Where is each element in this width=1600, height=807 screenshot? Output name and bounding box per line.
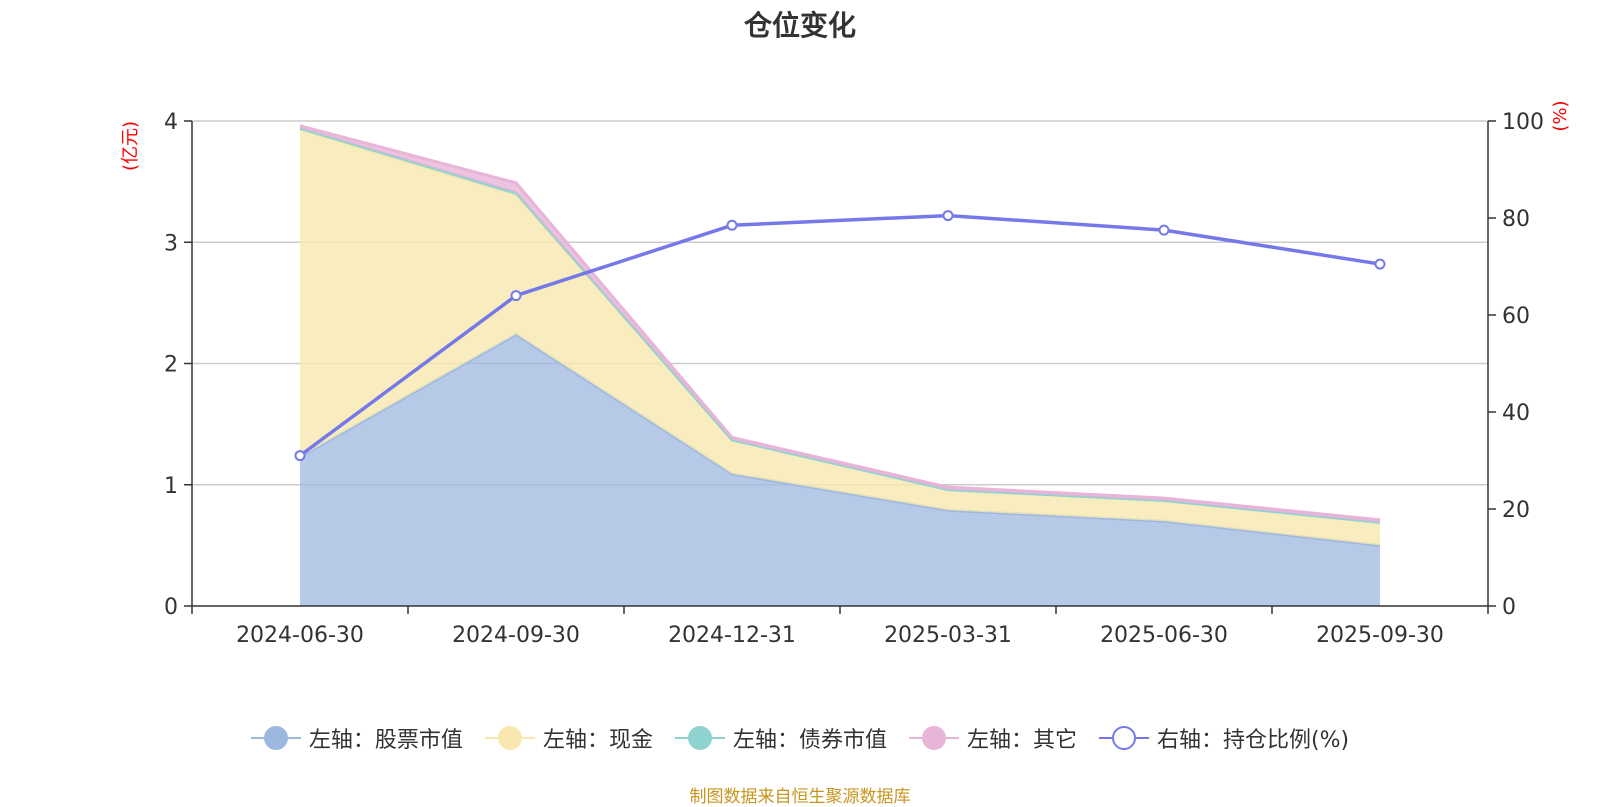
legend-label-ratio: 右轴：持仓比例(%) (1156, 728, 1350, 753)
legend-label-cash: 左轴：现金 (542, 728, 653, 753)
left-tick-label-4: 4 (164, 110, 178, 135)
right-tick-label-0: 0 (1502, 595, 1516, 620)
right-tick-label-20: 20 (1502, 498, 1530, 523)
legend-swatch-ratio-icon (1098, 724, 1149, 752)
legend-label-bond: 左轴：债券市值 (732, 728, 887, 753)
x-tick-label-5: 2025-09-30 (1316, 623, 1444, 648)
ratio-line-path (298, 213, 1381, 458)
ratio-point-3 (942, 210, 954, 222)
left-tick-label-1: 1 (164, 474, 178, 499)
left-tick-label-0: 0 (164, 595, 178, 620)
x-tick-label-2: 2024-12-31 (668, 623, 796, 648)
legend-swatch-bond-icon (674, 724, 725, 752)
legend-swatch-stock-icon (250, 724, 301, 752)
area-fill-series-0 (300, 334, 1380, 606)
source-note: 制图数据来自恒生聚源数据库 (689, 787, 911, 807)
left-axis-unit: (亿元) (120, 121, 141, 171)
left-tick-label-2: 2 (164, 353, 178, 378)
area-fill-series-1 (300, 129, 1380, 546)
ratio-point-5 (1374, 258, 1386, 270)
left-tick-label-3: 3 (164, 231, 178, 256)
legend-item-ratio[interactable]: 右轴：持仓比例(%) (1098, 722, 1350, 754)
legend-item-bond[interactable]: 左轴：债券市值 (674, 722, 887, 754)
legend-item-other[interactable]: 左轴：其它 (908, 722, 1077, 754)
ratio-point-4 (1158, 224, 1170, 236)
right-tick-label-100: 100 (1502, 110, 1544, 135)
ratio-point-0 (294, 450, 306, 462)
right-tick-label-40: 40 (1502, 401, 1530, 426)
holding-ratio-line (294, 210, 1386, 462)
right-axis-unit: (%) (1550, 100, 1571, 131)
legend: 左轴：股票市值 左轴：现金 左轴：债券市值 左轴：其它 右轴：持仓比例(%) (0, 722, 1600, 754)
chart-title: 仓位变化 (743, 9, 856, 42)
right-tick-label-80: 80 (1502, 207, 1530, 232)
area-line-series-3 (299, 124, 1381, 522)
ratio-point-1 (510, 290, 522, 302)
stacked-areas (299, 124, 1381, 606)
x-tick-label-3: 2025-03-31 (884, 623, 1012, 648)
legend-label-stock: 左轴：股票市值 (308, 728, 463, 753)
legend-label-other: 左轴：其它 (966, 728, 1077, 753)
right-tick-label-60: 60 (1502, 304, 1530, 329)
legend-swatch-other-icon (908, 724, 959, 752)
x-tick-label-1: 2024-09-30 (452, 623, 580, 648)
legend-swatch-cash-icon (484, 724, 535, 752)
ratio-point-2 (726, 219, 738, 231)
x-tick-label-0: 2024-06-30 (236, 623, 364, 648)
legend-item-stock[interactable]: 左轴：股票市值 (250, 722, 463, 754)
x-tick-label-4: 2025-06-30 (1100, 623, 1228, 648)
legend-item-cash[interactable]: 左轴：现金 (484, 722, 653, 754)
